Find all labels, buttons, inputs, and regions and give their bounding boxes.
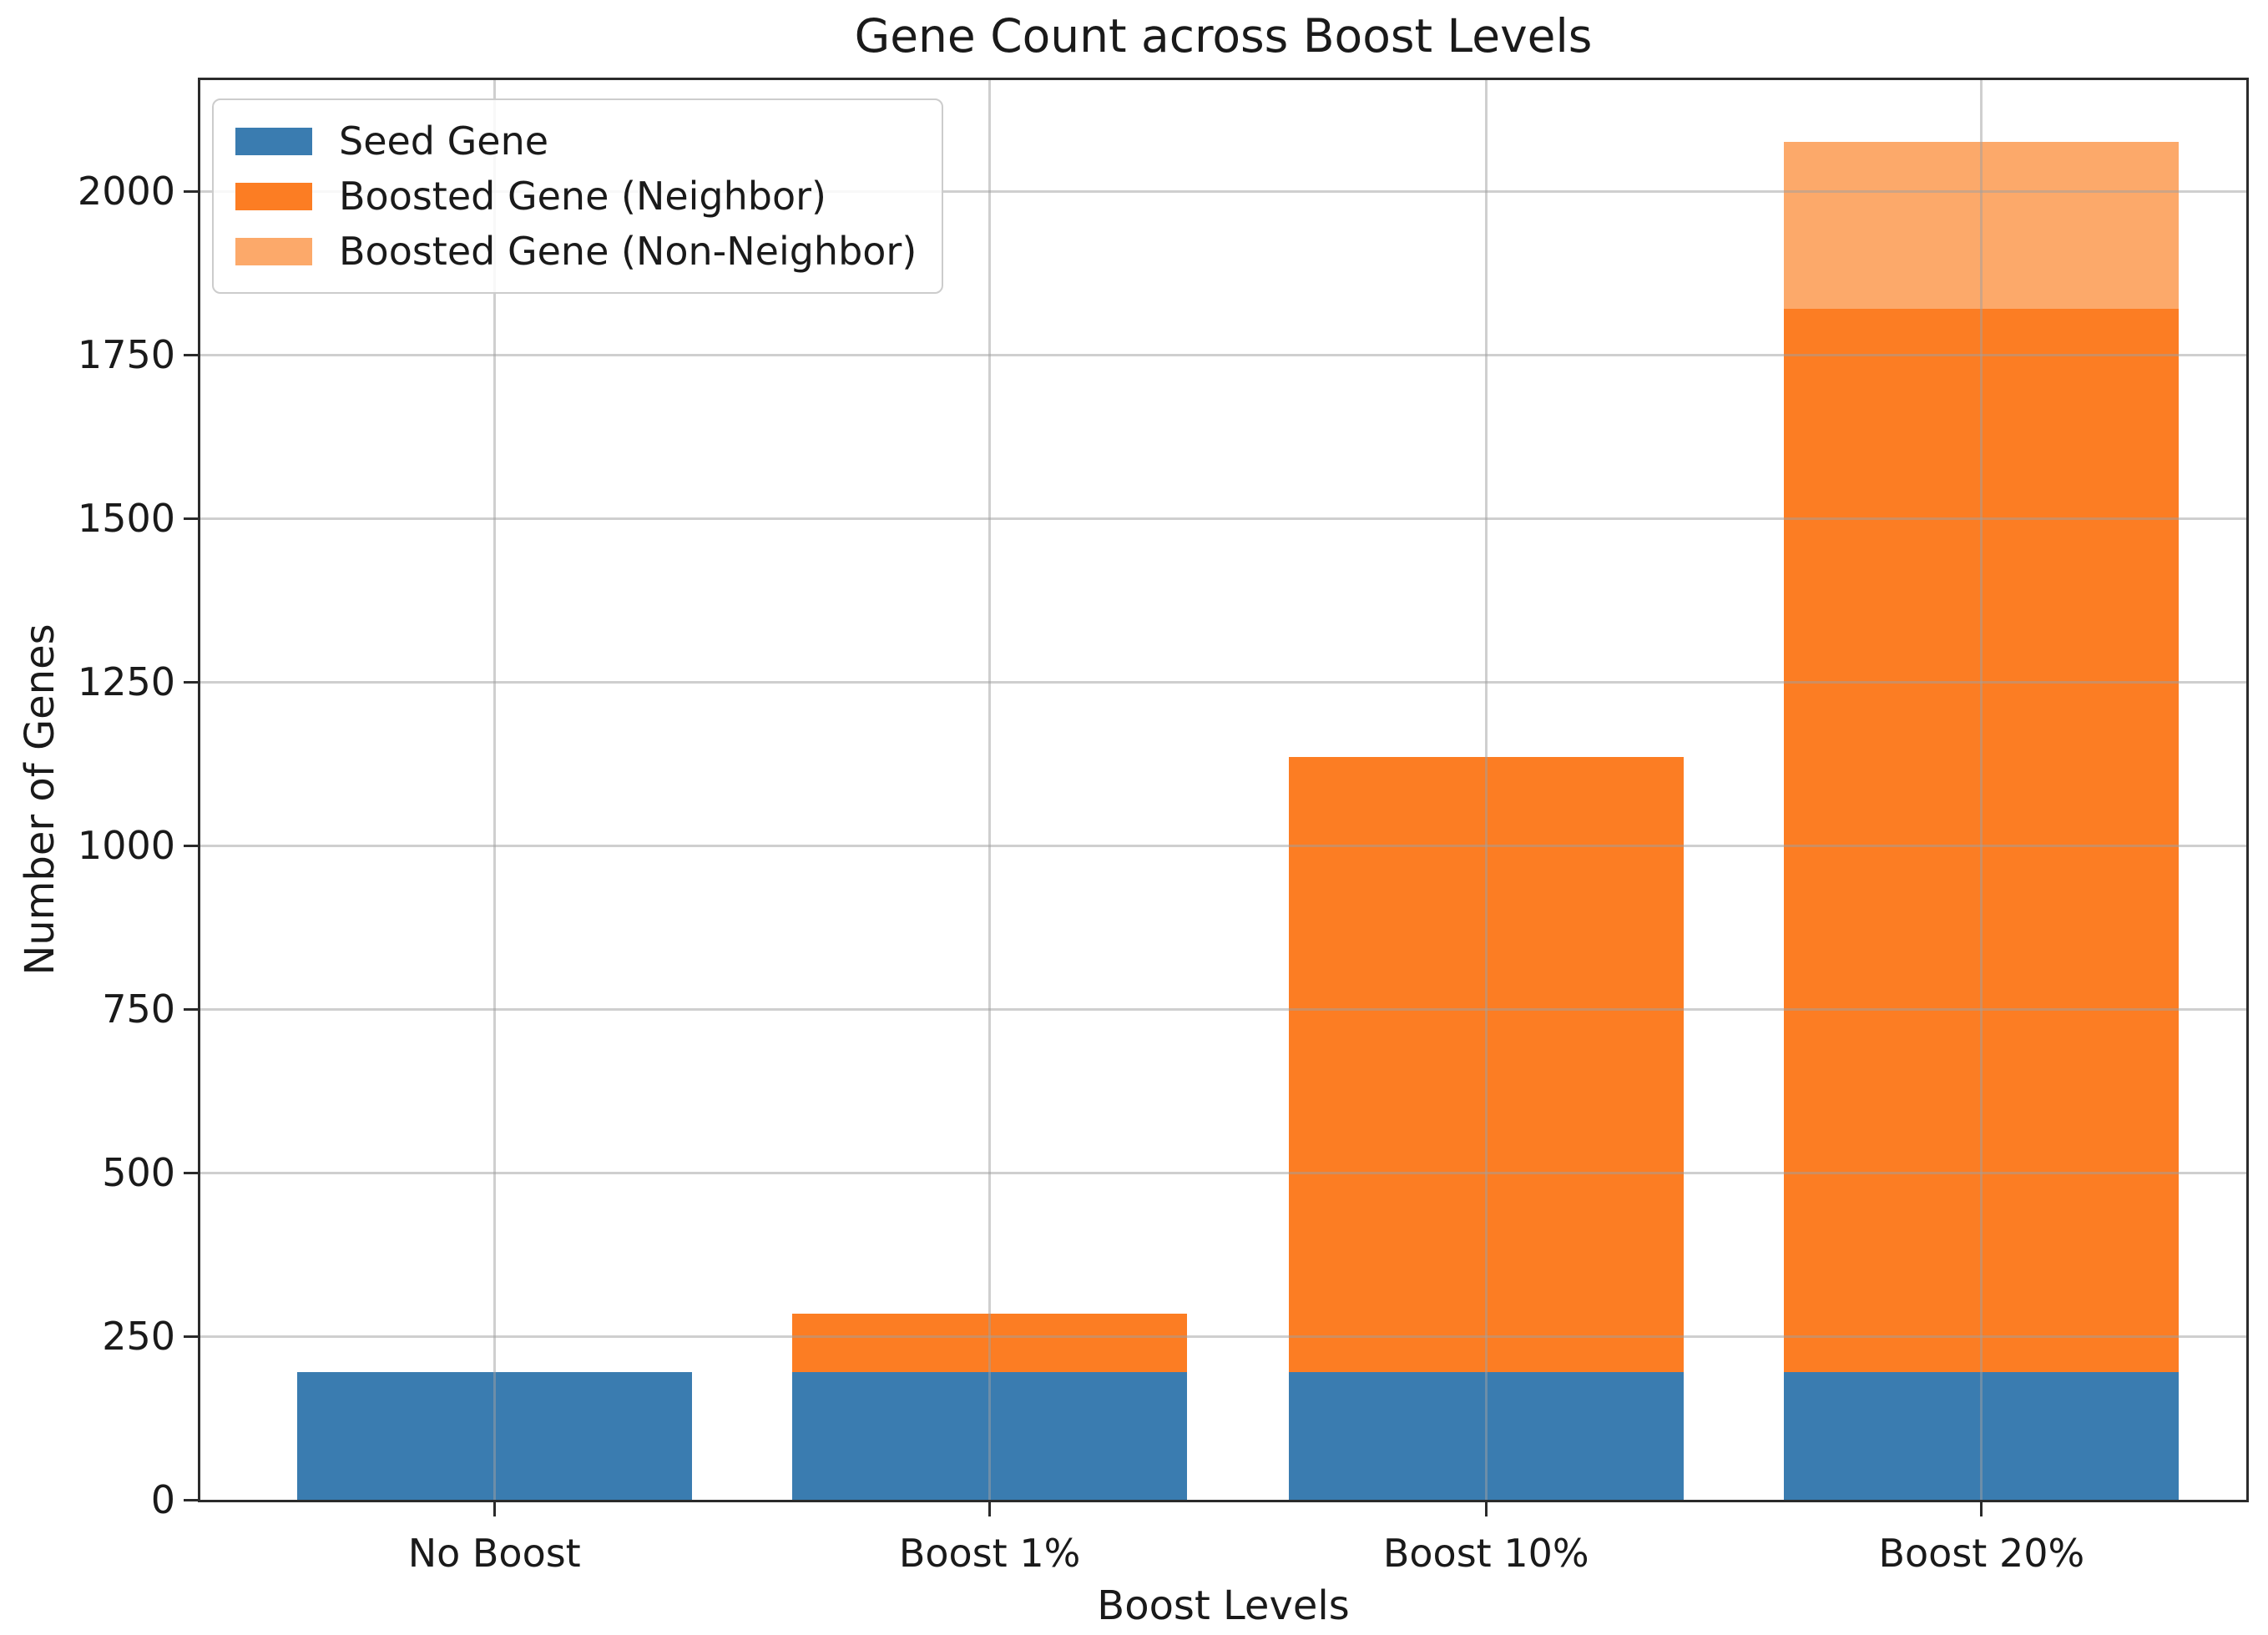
- chart-title: Gene Count across Boost Levels: [854, 9, 1593, 63]
- horizontal-gridline: [200, 844, 2246, 847]
- y-tick-label: 750: [102, 987, 175, 1032]
- legend-item-boosted-non-neighbor: Boosted Gene (Non-Neighbor): [235, 224, 917, 279]
- y-tick-label: 1750: [77, 332, 175, 378]
- y-tick-label: 2000: [77, 169, 175, 214]
- legend-label-seed-gene: Seed Gene: [339, 119, 549, 164]
- y-tick-mark: [184, 1007, 198, 1011]
- y-tick-label: 1000: [77, 823, 175, 869]
- y-tick-label: 500: [102, 1150, 175, 1196]
- horizontal-gridline: [200, 1171, 2246, 1174]
- horizontal-gridline: [200, 1007, 2246, 1011]
- x-tick-mark: [492, 1502, 496, 1516]
- legend-label-boosted-neighbor: Boosted Gene (Neighbor): [339, 174, 826, 219]
- x-tick-mark: [988, 1502, 992, 1516]
- y-tick-mark: [184, 353, 198, 356]
- y-tick-mark: [184, 844, 198, 847]
- legend-item-seed-gene: Seed Gene: [235, 114, 917, 169]
- vertical-gridline: [492, 80, 496, 1500]
- legend-label-boosted-non-neighbor: Boosted Gene (Non-Neighbor): [339, 229, 917, 274]
- horizontal-gridline: [200, 353, 2246, 356]
- legend: Seed Gene Boosted Gene (Neighbor) Booste…: [212, 98, 944, 294]
- x-tick-label: No Boost: [407, 1531, 581, 1576]
- y-tick-mark: [184, 1171, 198, 1174]
- y-tick-label: 0: [150, 1477, 175, 1522]
- x-tick-mark: [1980, 1502, 1983, 1516]
- y-tick-mark: [184, 1498, 198, 1501]
- horizontal-gridline: [200, 1335, 2246, 1338]
- legend-item-boosted-neighbor: Boosted Gene (Neighbor): [235, 169, 917, 224]
- plot-area: Seed Gene Boosted Gene (Neighbor) Booste…: [198, 78, 2249, 1502]
- vertical-gridline: [1484, 80, 1488, 1500]
- horizontal-gridline: [200, 680, 2246, 684]
- y-tick-mark: [184, 680, 198, 684]
- legend-swatch-seed-gene: [235, 127, 312, 155]
- y-tick-label: 1500: [77, 496, 175, 542]
- horizontal-gridline: [200, 517, 2246, 520]
- vertical-gridline: [988, 80, 992, 1500]
- legend-swatch-boosted-non-neighbor: [235, 237, 312, 265]
- x-tick-label: Boost 20%: [1878, 1531, 2085, 1576]
- x-tick-mark: [1484, 1502, 1488, 1516]
- y-tick-mark: [184, 1335, 198, 1338]
- legend-swatch-boosted-neighbor: [235, 182, 312, 210]
- vertical-gridline: [1980, 80, 1983, 1500]
- y-tick-label: 250: [102, 1314, 175, 1360]
- x-tick-label: Boost 1%: [898, 1531, 1081, 1576]
- x-axis-label: Boost Levels: [1097, 1582, 1350, 1629]
- y-tick-label: 1250: [77, 659, 175, 705]
- x-tick-label: Boost 10%: [1382, 1531, 1589, 1576]
- y-tick-mark: [184, 189, 198, 193]
- y-tick-mark: [184, 517, 198, 520]
- horizontal-gridline: [200, 189, 2246, 193]
